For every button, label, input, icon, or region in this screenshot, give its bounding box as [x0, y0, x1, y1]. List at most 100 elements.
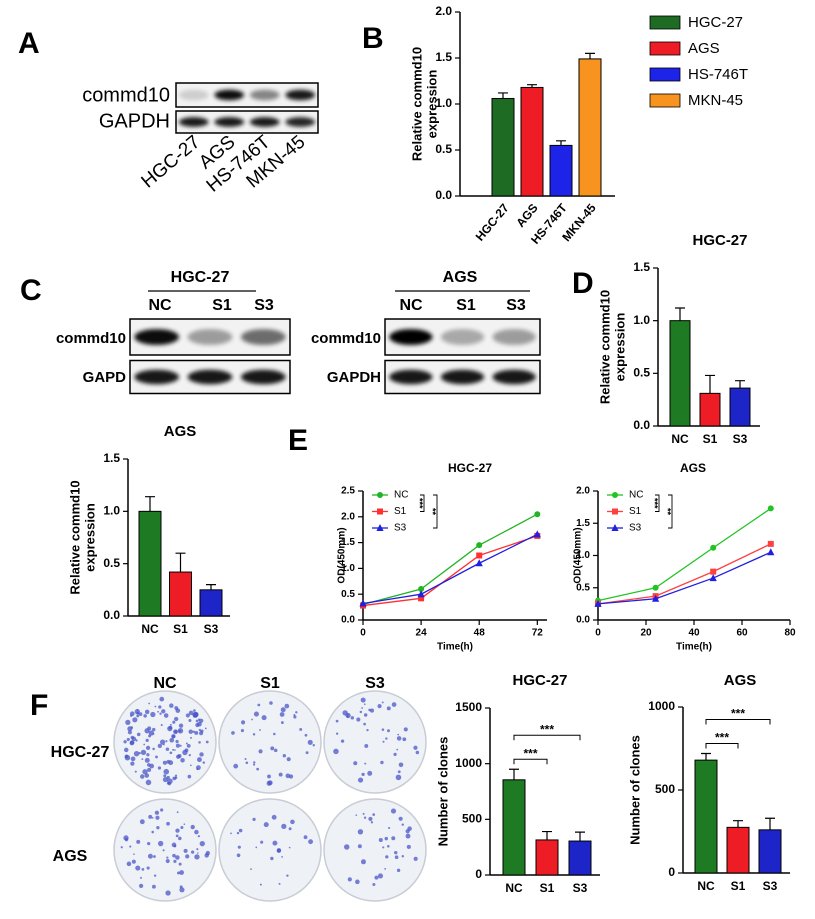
colony-dot — [177, 754, 182, 759]
blot-row-label: commd10 — [56, 330, 126, 347]
column-label: S3 — [365, 675, 385, 692]
colony-dot — [258, 749, 263, 754]
colony-dot — [123, 835, 129, 841]
colony-dot — [364, 762, 367, 765]
colony-dot — [169, 737, 175, 743]
colony-dot — [284, 703, 290, 709]
colony-dot — [163, 743, 165, 746]
colony-dot — [377, 873, 384, 879]
colony-dot — [148, 734, 152, 738]
legend-swatch — [649, 15, 681, 30]
bar — [568, 840, 592, 876]
colony-dot — [174, 716, 179, 722]
colony-dot — [380, 760, 384, 765]
colony-dot — [357, 829, 364, 835]
colony-dot — [388, 826, 391, 829]
marker — [418, 595, 425, 602]
colony-dot — [394, 855, 399, 860]
y-axis-label: expression — [424, 70, 439, 139]
colony-dot — [195, 719, 199, 723]
colony-dot — [252, 733, 256, 736]
colony-dot — [363, 816, 367, 819]
colony-dot — [295, 711, 298, 714]
band — [240, 369, 286, 385]
chart-title: AGS — [680, 461, 706, 475]
colony-dot — [401, 823, 404, 826]
colony-dot — [251, 718, 253, 721]
y-axis-label: expression — [612, 313, 627, 382]
colony-dot — [391, 702, 397, 707]
bar — [578, 58, 602, 197]
colony-dot — [267, 774, 271, 779]
bar — [199, 589, 223, 617]
colony-dot — [362, 812, 365, 815]
colony-dot — [236, 853, 241, 858]
colony-dot — [387, 844, 390, 848]
colony-dot — [384, 868, 387, 870]
blot-row-label: commd10 — [311, 330, 381, 347]
y-axis-label: Number of clones — [627, 735, 642, 845]
colony-dot — [172, 853, 176, 858]
band — [440, 329, 485, 345]
colony-dot — [240, 729, 245, 733]
bar — [699, 392, 721, 427]
colony-dot — [154, 705, 157, 708]
colony-dot — [141, 868, 145, 871]
error-bar — [701, 752, 711, 761]
blot-row-label: GAPDH — [99, 110, 170, 132]
colony-dot — [196, 848, 199, 851]
colony-dot — [167, 778, 173, 784]
y-axis-label: Number of clones — [435, 737, 450, 847]
colony-dot — [350, 716, 354, 720]
lane-label: S1 — [456, 297, 476, 314]
y-tick-label: 0 — [475, 867, 482, 881]
colony-dot — [196, 757, 202, 763]
colony-dot — [135, 865, 141, 871]
error-bar — [509, 768, 519, 780]
lane-label: HGC-27 — [138, 132, 205, 193]
colony-dot — [272, 840, 278, 846]
colony-dot — [253, 761, 256, 764]
colony-dot — [130, 761, 135, 766]
colony-dot — [205, 850, 210, 856]
series-line — [597, 551, 772, 605]
colony-dot — [370, 821, 374, 824]
band — [187, 329, 233, 345]
band — [492, 329, 536, 345]
x-tick-label: S3 — [733, 432, 748, 446]
colony-dot — [286, 757, 291, 762]
blot-row-label: commd10 — [82, 84, 170, 106]
x-tick-label: NC — [141, 622, 159, 636]
dish — [113, 798, 217, 902]
colony-dot — [166, 821, 170, 826]
colony-dot — [123, 747, 129, 753]
legend-swatch — [649, 93, 681, 108]
colony-dot — [140, 749, 147, 756]
colony-dot — [346, 715, 349, 718]
colony-dot — [260, 840, 264, 844]
colony-dot — [259, 883, 262, 886]
lane-label: S1 — [212, 297, 232, 314]
colony-dot — [145, 745, 151, 751]
colony-dot — [143, 743, 146, 746]
significance-bracket — [668, 494, 673, 529]
y-tick-label: 0.0 — [576, 615, 590, 626]
legend-label: MKN-45 — [688, 92, 743, 109]
colony-dot — [263, 822, 269, 828]
colony-dot — [174, 776, 178, 780]
blot-title: AGS — [443, 269, 478, 286]
colony-dot — [360, 697, 366, 703]
panel-label: C — [20, 274, 42, 307]
band — [249, 89, 280, 101]
y-tick-label: 0.0 — [103, 608, 120, 622]
colony-dot — [256, 767, 260, 771]
colony-dot — [381, 728, 385, 731]
colony-dot — [183, 823, 186, 825]
error-bar — [175, 552, 186, 573]
colony-dot — [415, 750, 420, 755]
band — [389, 329, 433, 345]
marker — [612, 508, 618, 515]
marker — [377, 492, 383, 498]
colony-dot — [177, 871, 180, 875]
y-tick-label: 0.5 — [435, 142, 452, 156]
